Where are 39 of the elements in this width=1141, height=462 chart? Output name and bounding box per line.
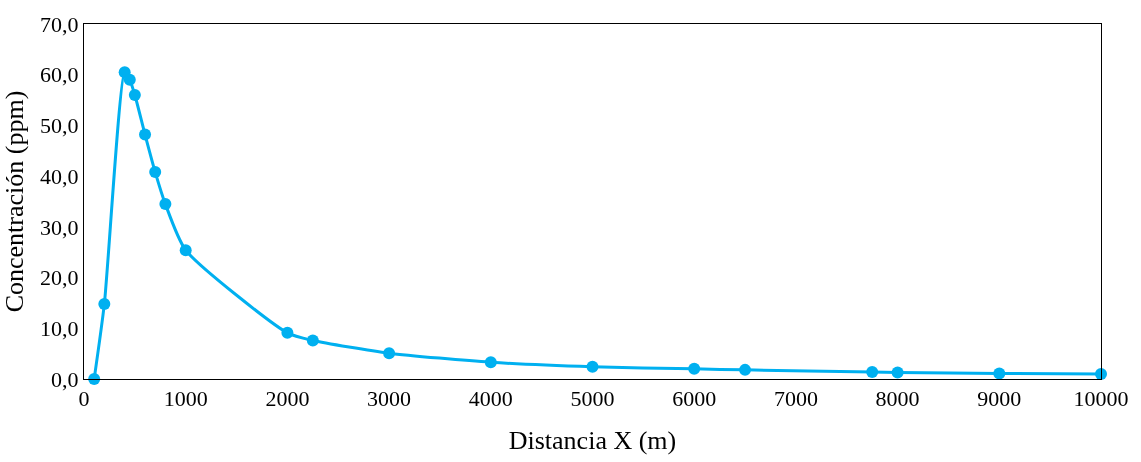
point [306, 334, 319, 347]
y-tick-label: 40,0 [40, 163, 79, 189]
x-tick-label: 3000 [367, 386, 412, 412]
x-tick-label: 5000 [570, 386, 615, 412]
point [281, 326, 294, 339]
y-tick-label: 60,0 [40, 62, 79, 88]
x-tick-label: 4000 [468, 386, 513, 412]
point [179, 244, 192, 257]
point [739, 363, 752, 376]
point [383, 347, 396, 360]
point [98, 297, 111, 310]
y-tick-label: 20,0 [40, 265, 79, 291]
point [891, 366, 904, 379]
x-tick-label: 0 [78, 386, 90, 412]
point [159, 198, 172, 211]
y-tick-label: 0,0 [51, 366, 79, 392]
point [688, 362, 701, 375]
y-tick-label: 30,0 [40, 214, 79, 240]
x-tick-label: 6000 [672, 386, 717, 412]
point [88, 373, 101, 385]
point [128, 89, 141, 101]
point [484, 356, 497, 369]
point [586, 360, 599, 373]
x-tick-label: 9000 [977, 386, 1022, 412]
point [993, 367, 1006, 380]
x-tick-label: 1000 [163, 386, 208, 412]
y-tick-label: 10,0 [40, 315, 79, 341]
y-axis-title: Concentración (ppm) [0, 90, 29, 313]
y-tick-label: 50,0 [40, 113, 79, 139]
point [123, 73, 136, 86]
y-tick-label: 70,0 [40, 11, 79, 37]
point [149, 166, 162, 179]
x-tick-label: 10000 [1073, 386, 1129, 412]
x-tick-label: 7000 [773, 386, 818, 412]
x-tick-label: 2000 [265, 386, 310, 412]
x-axis-title: Distancia X (m) [508, 426, 677, 456]
point [139, 128, 152, 141]
x-tick-label: 8000 [875, 386, 920, 412]
point [866, 365, 879, 378]
